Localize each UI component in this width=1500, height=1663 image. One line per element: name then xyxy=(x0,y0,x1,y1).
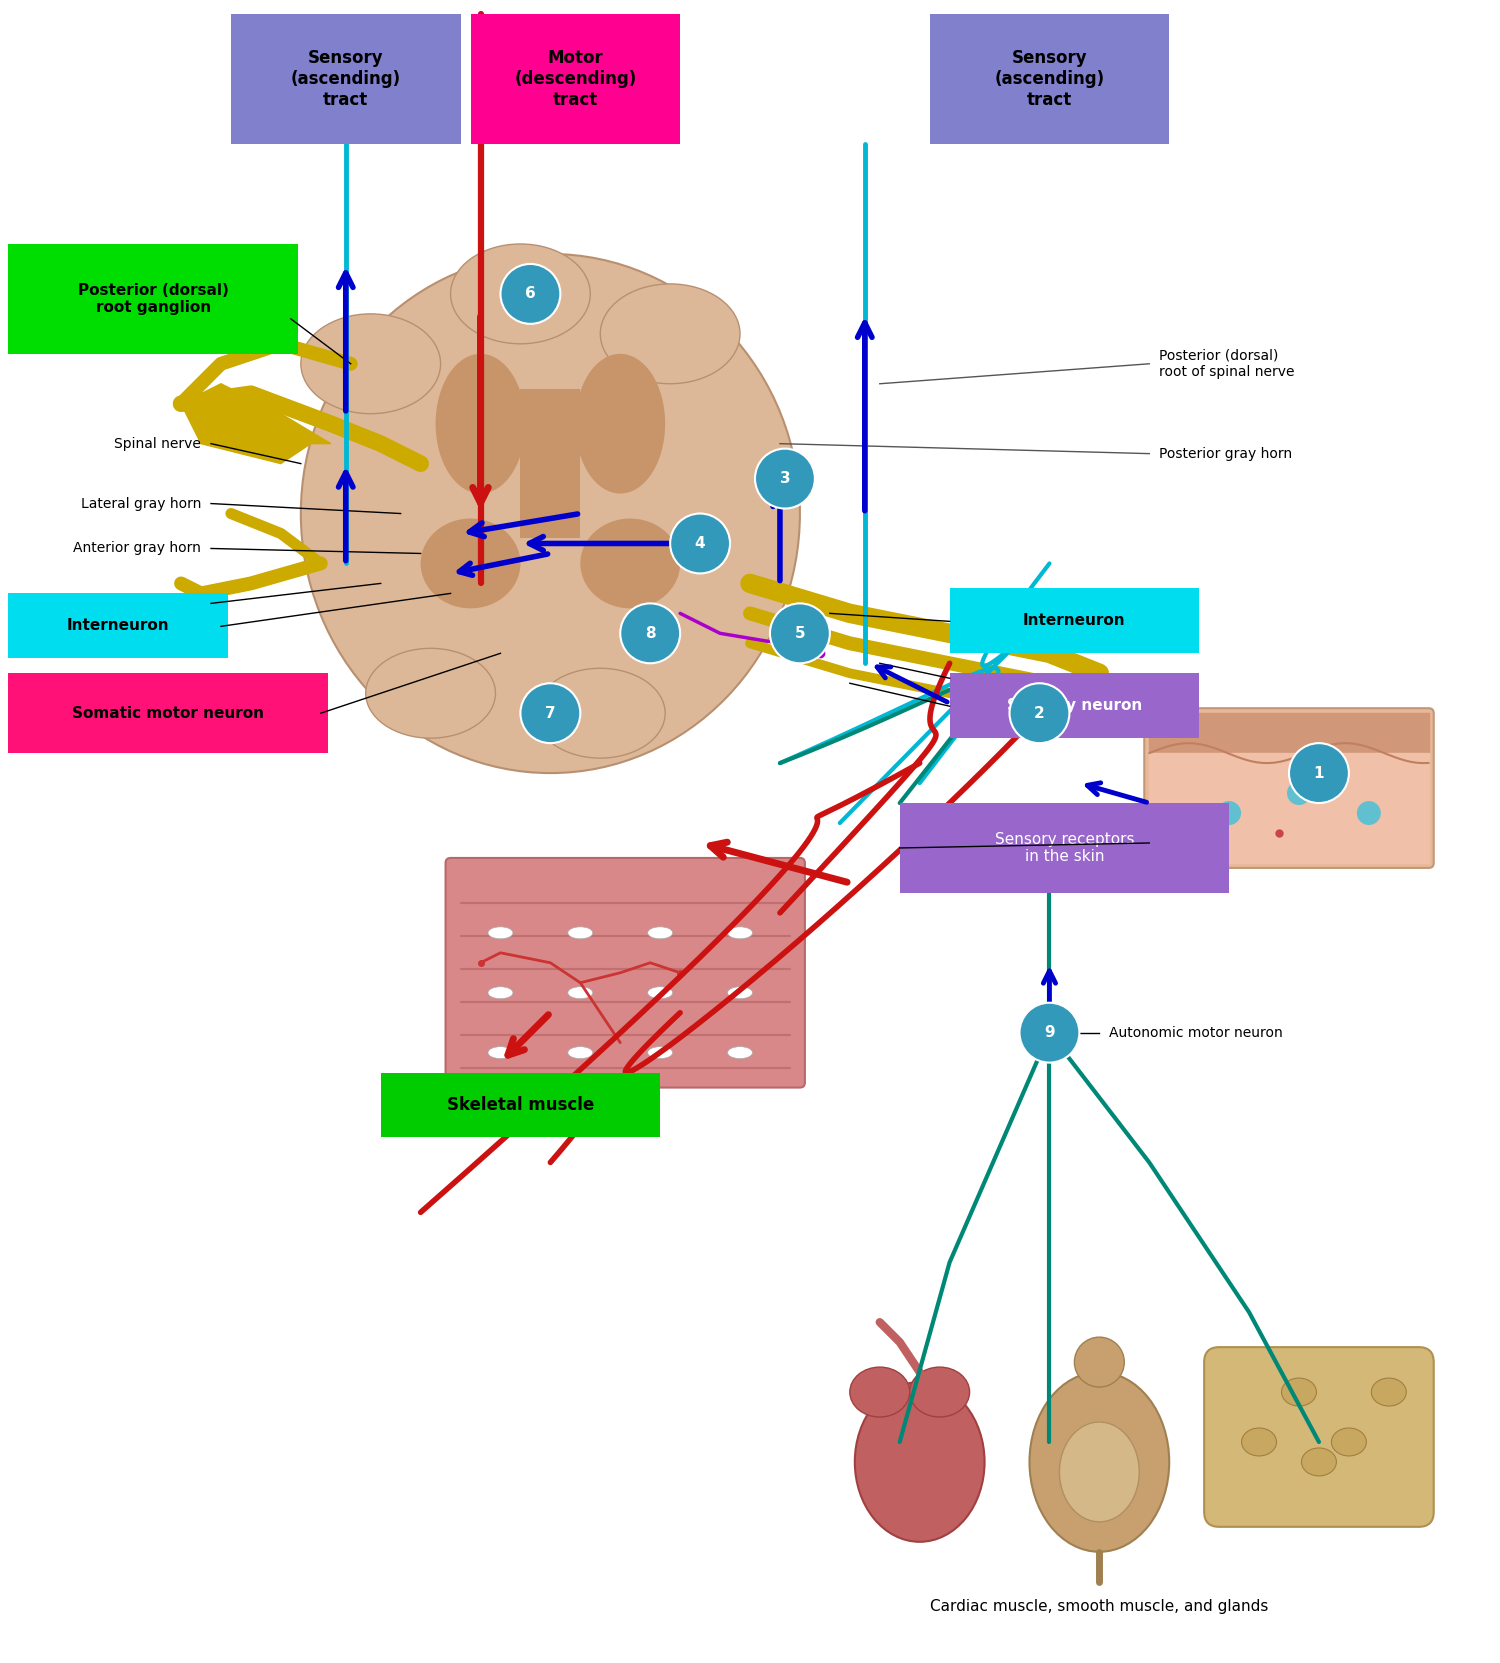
Ellipse shape xyxy=(1332,1429,1366,1455)
Text: Posterior gray horn: Posterior gray horn xyxy=(1160,447,1293,461)
Ellipse shape xyxy=(302,314,441,414)
Text: Posterior (dorsal)
root of spinal nerve: Posterior (dorsal) root of spinal nerve xyxy=(1160,349,1294,379)
Circle shape xyxy=(1216,802,1240,825)
Ellipse shape xyxy=(1059,1422,1140,1522)
Text: 8: 8 xyxy=(645,625,656,640)
FancyBboxPatch shape xyxy=(231,15,460,145)
Ellipse shape xyxy=(728,1046,753,1059)
FancyBboxPatch shape xyxy=(950,674,1198,738)
Text: 5: 5 xyxy=(795,625,806,640)
Text: 9: 9 xyxy=(1044,1024,1054,1039)
FancyBboxPatch shape xyxy=(9,244,298,354)
Circle shape xyxy=(670,514,730,574)
FancyBboxPatch shape xyxy=(1204,1347,1434,1527)
FancyBboxPatch shape xyxy=(1144,708,1434,868)
Ellipse shape xyxy=(1281,1379,1317,1405)
Ellipse shape xyxy=(488,1046,513,1059)
Ellipse shape xyxy=(366,649,495,738)
Text: Anterior (ventral)
root of spinal nerve: Anterior (ventral) root of spinal nerve xyxy=(66,599,201,629)
Ellipse shape xyxy=(435,354,525,494)
Ellipse shape xyxy=(450,244,591,344)
Text: Spinal nerve: Spinal nerve xyxy=(114,437,201,451)
Text: Sensory receptors
in the skin: Sensory receptors in the skin xyxy=(994,832,1134,865)
Text: Skeletal muscle: Skeletal muscle xyxy=(447,1096,594,1114)
Text: Interneuron: Interneuron xyxy=(68,619,170,634)
Ellipse shape xyxy=(728,926,753,940)
FancyBboxPatch shape xyxy=(950,589,1198,654)
Ellipse shape xyxy=(568,1046,592,1059)
Ellipse shape xyxy=(1029,1372,1168,1552)
Ellipse shape xyxy=(568,926,592,940)
Text: Sensory
(ascending)
tract: Sensory (ascending) tract xyxy=(994,50,1104,110)
Text: 1: 1 xyxy=(1314,765,1324,780)
Circle shape xyxy=(620,604,680,664)
Ellipse shape xyxy=(909,1367,969,1417)
Circle shape xyxy=(1010,683,1070,743)
FancyBboxPatch shape xyxy=(9,674,328,753)
Ellipse shape xyxy=(648,986,672,999)
Ellipse shape xyxy=(580,519,680,609)
Text: 2: 2 xyxy=(1034,705,1046,720)
Text: Cardiac muscle, smooth muscle, and glands: Cardiac muscle, smooth muscle, and gland… xyxy=(930,1600,1269,1615)
Ellipse shape xyxy=(600,284,740,384)
Ellipse shape xyxy=(1074,1337,1125,1387)
Ellipse shape xyxy=(648,926,672,940)
Text: Sensory neuron: Sensory neuron xyxy=(1007,698,1142,713)
Text: Somatic motor neuron: Somatic motor neuron xyxy=(72,705,264,720)
Polygon shape xyxy=(182,384,332,464)
FancyBboxPatch shape xyxy=(381,1073,660,1137)
Ellipse shape xyxy=(728,986,753,999)
Text: Autonomic motor neuron: Autonomic motor neuron xyxy=(1110,1026,1282,1039)
FancyBboxPatch shape xyxy=(520,389,580,539)
Text: Posterior (dorsal)
root ganglion: Posterior (dorsal) root ganglion xyxy=(78,283,228,314)
Text: Autonomic motor neuron: Autonomic motor neuron xyxy=(954,612,1128,625)
FancyBboxPatch shape xyxy=(900,803,1228,893)
Text: Lateral gray horn: Lateral gray horn xyxy=(81,497,201,511)
Ellipse shape xyxy=(576,354,664,494)
Circle shape xyxy=(1358,802,1382,825)
Text: 3: 3 xyxy=(780,471,790,486)
Ellipse shape xyxy=(855,1382,984,1542)
Circle shape xyxy=(501,264,561,324)
FancyBboxPatch shape xyxy=(930,15,1168,145)
Circle shape xyxy=(770,604,830,664)
Text: Anterior gray horn: Anterior gray horn xyxy=(74,542,201,555)
Ellipse shape xyxy=(420,519,520,609)
Ellipse shape xyxy=(850,1367,909,1417)
Text: Motor
(descending)
tract: Motor (descending) tract xyxy=(514,50,636,110)
Text: Interneuron: Interneuron xyxy=(1023,614,1125,629)
FancyBboxPatch shape xyxy=(471,15,680,145)
Text: Sensory
(ascending)
tract: Sensory (ascending) tract xyxy=(291,50,400,110)
Ellipse shape xyxy=(536,669,664,758)
Ellipse shape xyxy=(1302,1448,1336,1477)
Ellipse shape xyxy=(648,1046,672,1059)
Circle shape xyxy=(520,683,580,743)
Ellipse shape xyxy=(1242,1429,1276,1455)
FancyBboxPatch shape xyxy=(9,594,228,659)
Circle shape xyxy=(1288,743,1348,803)
Circle shape xyxy=(1020,1003,1080,1063)
Text: 7: 7 xyxy=(544,705,555,720)
Text: 4: 4 xyxy=(694,535,705,550)
Ellipse shape xyxy=(568,986,592,999)
Circle shape xyxy=(754,449,814,509)
Text: 6: 6 xyxy=(525,286,536,301)
FancyBboxPatch shape xyxy=(446,858,806,1088)
Circle shape xyxy=(1287,782,1311,805)
Ellipse shape xyxy=(1371,1379,1407,1405)
Ellipse shape xyxy=(488,986,513,999)
Ellipse shape xyxy=(488,926,513,940)
Ellipse shape xyxy=(302,254,800,773)
